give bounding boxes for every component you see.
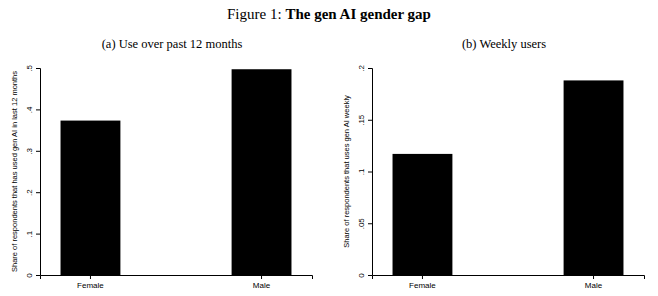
x-tick: Male [253,275,271,290]
y-tick-mark [36,151,40,152]
y-tick-mark [36,68,40,69]
y-tick-mark [36,192,40,193]
x-tick: Male [585,275,603,290]
y-tick: .05 [357,218,372,230]
x-axis: Female Male [373,275,645,290]
bar [564,80,624,275]
x-tick-mark [261,275,262,279]
y-tick-label: .5 [25,65,34,72]
y-axis-title: Share of respondents that has used gen A… [10,71,19,272]
x-tick: Female [77,275,104,290]
y-axis: 0 .05 .1 .15 .2 [357,65,373,278]
x-axis: Female Male [41,275,313,290]
x-tick-mark [593,275,594,279]
y-tick: .15 [357,114,372,126]
y-tick-label: .05 [357,218,366,230]
x-tick-label: Male [253,281,271,290]
bar [393,154,453,275]
x-tick: Female [409,275,436,290]
x-tick-mark [422,275,423,279]
y-tick: .4 [25,106,40,113]
y-tick-label: 0 [357,273,366,278]
y-tick: 0 [25,273,40,278]
figure-label: Figure 1: [227,6,282,22]
y-tick: .1 [357,168,372,175]
y-tick-label: 0 [25,273,34,278]
x-axis-line [41,276,313,280]
y-tick: 0 [357,273,372,278]
y-tick-label: .2 [357,65,366,72]
panel-title: (a) Use over past 12 months [102,37,243,51]
y-axis-line [36,69,41,276]
figure: Figure 1: The gen AI gender gap (a) Use o… [0,0,658,296]
bar [232,69,292,275]
x-axis-line [373,276,645,280]
y-axis: 0 .1 .2 .3 .4 .5 [25,65,41,278]
y-tick-label: .2 [25,189,34,196]
y-tick-label: .3 [25,147,34,154]
y-tick: .5 [25,65,40,72]
panel-title: (b) Weekly users [462,37,546,51]
y-tick-label: .1 [25,230,34,237]
panel: (a) Use over past 12 months 0 .1 .2 .3 .4 .5 Fe… [10,37,313,290]
y-tick-mark [368,223,372,224]
x-tick-mark [90,275,91,279]
y-tick-mark [36,109,40,110]
panel: (b) Weekly users 0 .05 .1 .15 .2 Female Male Sha… [342,37,645,290]
y-tick-mark [368,68,372,69]
x-tick-label: Female [409,281,436,290]
figure-title: Figure 1: The gen AI gender gap [227,6,431,22]
bars [61,69,292,275]
bar [61,121,121,275]
y-tick-mark [36,275,40,276]
y-tick-label: .4 [25,106,34,113]
y-tick-label: .1 [357,168,366,175]
y-axis-line [368,69,373,276]
y-tick-mark [368,120,372,121]
figure-title-text: The gen AI gender gap [285,6,431,22]
x-tick-label: Female [77,281,104,290]
y-tick: .2 [357,65,372,72]
bars [393,80,624,275]
y-tick-mark [36,234,40,235]
y-tick: .2 [25,189,40,196]
y-axis-title: Share of respondents that uses gen AI we… [342,95,351,248]
y-tick-mark [368,275,372,276]
y-tick-label: .15 [357,114,366,126]
y-tick: .3 [25,147,40,154]
x-tick-label: Male [585,281,603,290]
y-tick-mark [368,172,372,173]
y-tick: .1 [25,230,40,237]
